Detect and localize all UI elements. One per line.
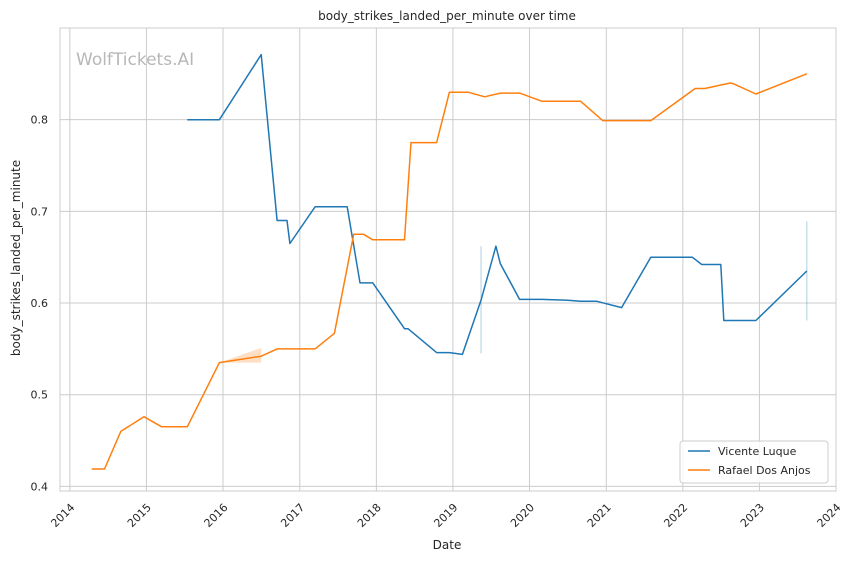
legend-box bbox=[679, 440, 829, 484]
y-axis-ticks: 0.4 0.5 0.6 0.7 0.8 bbox=[31, 114, 49, 494]
y-tick-label: 0.8 bbox=[31, 114, 49, 127]
chart-title: body_strikes_landed_per_minute over time bbox=[318, 9, 576, 23]
y-tick-label: 0.4 bbox=[31, 480, 49, 493]
legend: Vicente Luque Rafael Dos Anjos bbox=[679, 440, 829, 484]
y-tick-label: 0.6 bbox=[31, 297, 49, 310]
legend-label: Vicente Luque bbox=[718, 445, 797, 458]
plot-frame bbox=[59, 27, 837, 492]
y-tick-label: 0.5 bbox=[31, 389, 49, 402]
confidence-band bbox=[219, 347, 262, 363]
series-lines bbox=[91, 53, 808, 470]
series-line-rafael-dos-anjos bbox=[91, 73, 808, 470]
watermark: WolfTickets.AI bbox=[76, 50, 194, 70]
legend-label: Rafael Dos Anjos bbox=[718, 464, 811, 477]
x-axis-label: Date bbox=[433, 538, 462, 552]
series-line-vicente-luque bbox=[187, 53, 808, 356]
y-axis-label: body_strikes_landed_per_minute bbox=[9, 160, 23, 356]
y-tick-label: 0.7 bbox=[31, 205, 49, 218]
